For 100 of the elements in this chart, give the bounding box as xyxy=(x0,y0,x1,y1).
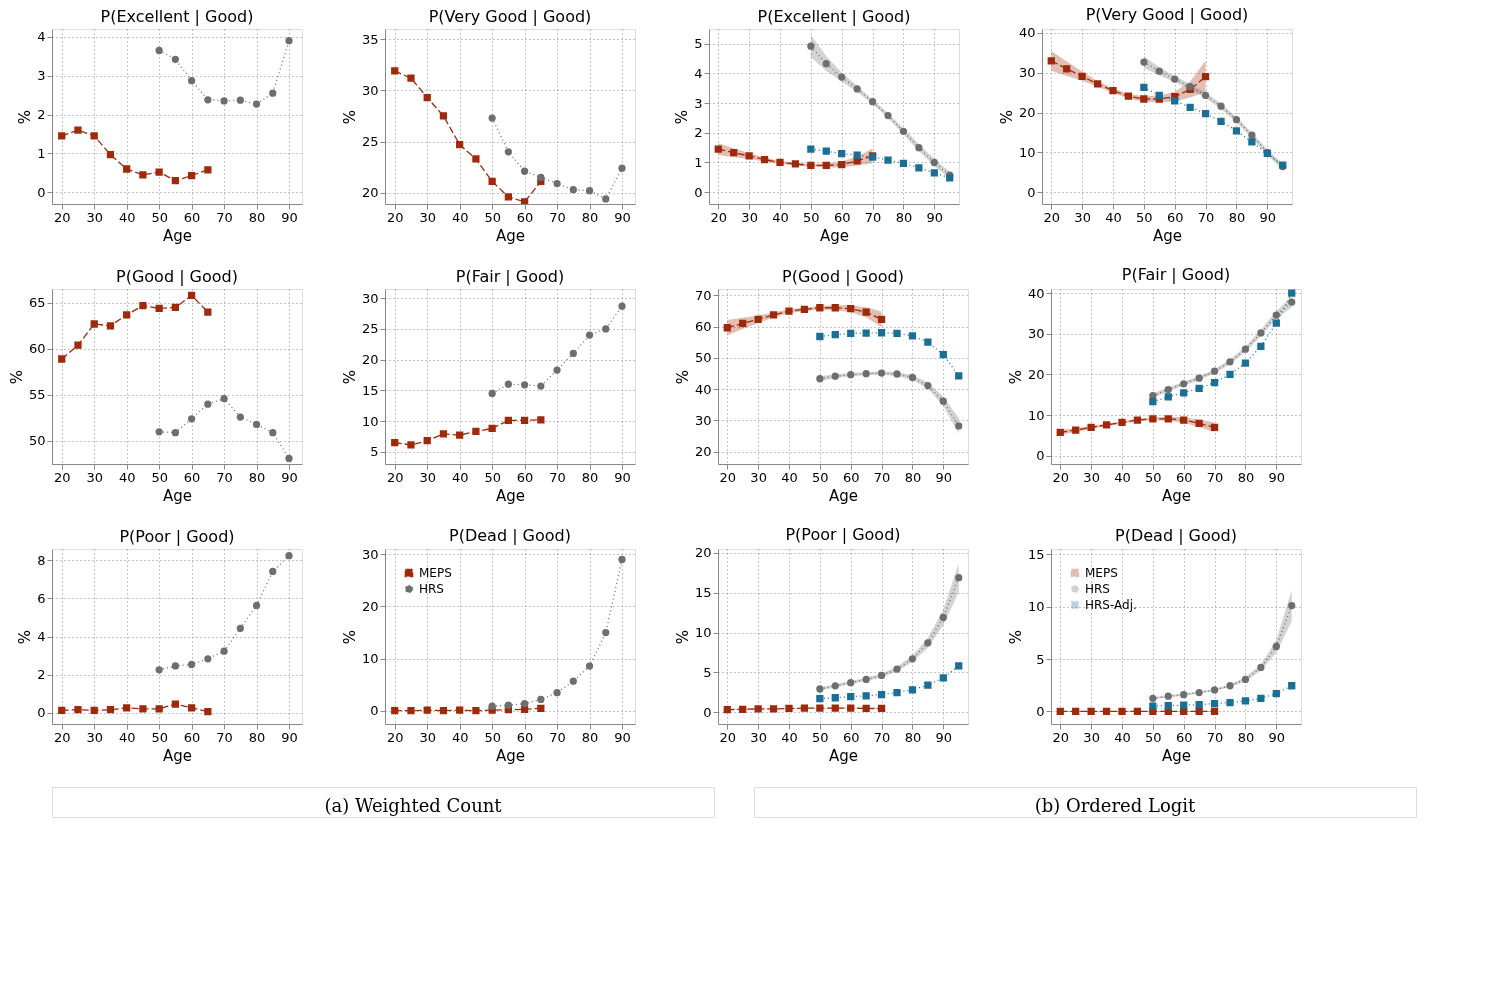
y-tick-label: 20 xyxy=(1018,105,1036,121)
y-tick-label: 30 xyxy=(1018,65,1036,81)
y-tick-label: 4 xyxy=(694,65,703,81)
x-tick-label: 90 xyxy=(614,469,631,485)
x-tick-label: 60 xyxy=(842,469,860,485)
x-tick-label: 30 xyxy=(1074,209,1091,225)
y-tick-label: 50 xyxy=(694,350,712,366)
y-tick-label: 3 xyxy=(37,68,46,84)
y-tick-label: 15 xyxy=(1027,546,1045,562)
x-axis-title: Age xyxy=(495,746,526,765)
y-axis-title: % xyxy=(16,629,35,645)
y-tick-label: 0 xyxy=(1027,184,1036,200)
y-tick-label: 6 xyxy=(37,590,46,606)
x-axis-title: Age xyxy=(162,746,193,765)
y-tick-label: 30 xyxy=(361,290,379,306)
x-tick-label: 50 xyxy=(484,469,501,485)
x-tick-label: 60 xyxy=(842,729,860,745)
x-tick-label: 20 xyxy=(53,729,71,745)
x-axis-title: Age xyxy=(162,486,193,505)
y-axis-title: % xyxy=(1006,369,1025,385)
x-tick-label: 30 xyxy=(86,469,103,485)
x-tick-label: 20 xyxy=(53,469,71,485)
x-tick-label: 70 xyxy=(1206,729,1224,745)
y-axis-title: % xyxy=(673,109,692,125)
x-tick-label: 80 xyxy=(1237,469,1255,485)
x-axis-title: Age xyxy=(1152,226,1183,245)
chart-title: P(Poor | Good) xyxy=(119,527,235,546)
x-tick-label: 50 xyxy=(1136,209,1153,225)
x-tick-label: 30 xyxy=(750,469,767,485)
y-axis-title: % xyxy=(7,369,26,385)
x-tick-label: 20 xyxy=(386,469,404,485)
legend-label: MEPS xyxy=(1085,566,1118,580)
y-tick-label: 30 xyxy=(361,546,379,562)
text: (a) Weighted Count xyxy=(324,795,503,816)
y-tick-label: 5 xyxy=(703,664,712,680)
x-tick-label: 30 xyxy=(86,729,103,745)
y-tick-label: 5 xyxy=(694,36,703,52)
y-axis-title: % xyxy=(673,369,692,385)
y-tick-label: 65 xyxy=(28,295,46,311)
x-tick-label: 50 xyxy=(484,209,501,225)
x-tick-label: 40 xyxy=(451,469,469,485)
x-tick-label: 30 xyxy=(419,729,436,745)
y-tick-label: 35 xyxy=(361,31,379,47)
x-tick-label: 40 xyxy=(451,209,469,225)
x-tick-label: 80 xyxy=(904,469,922,485)
y-tick-label: 10 xyxy=(1027,599,1045,615)
legend-label: MEPS xyxy=(419,566,452,580)
y-tick-label: 70 xyxy=(694,287,712,303)
x-axis-title: Age xyxy=(819,226,850,245)
y-tick-label: 0 xyxy=(37,184,46,200)
y-tick-label: 20 xyxy=(361,185,379,201)
chart-title: P(Fair | Good) xyxy=(1121,265,1231,285)
x-tick-label: 90 xyxy=(281,469,298,485)
x-tick-label: 30 xyxy=(750,729,767,745)
x-tick-label: 70 xyxy=(216,729,233,745)
x-tick-label: 70 xyxy=(1197,209,1215,225)
x-tick-label: 90 xyxy=(935,469,953,485)
x-tick-label: 80 xyxy=(1228,209,1246,225)
y-axis-title: % xyxy=(340,109,359,125)
y-tick-label: 10 xyxy=(361,651,379,667)
x-tick-label: 50 xyxy=(803,209,820,225)
x-axis-title: Age xyxy=(162,226,193,245)
x-tick-label: 20 xyxy=(1052,469,1070,485)
x-tick-label: 40 xyxy=(1114,729,1131,745)
y-tick-label: 20 xyxy=(694,444,712,459)
x-tick-label: 50 xyxy=(812,729,829,745)
y-tick-label: 1 xyxy=(37,145,46,161)
x-tick-label: 70 xyxy=(873,469,891,485)
x-tick-label: 50 xyxy=(812,469,829,485)
x-tick-label: 60 xyxy=(516,729,534,745)
chart-title: P(Fair | Good) xyxy=(455,267,565,286)
y-axis-title: % xyxy=(673,629,692,645)
chart-title: P(Excellent | Good) xyxy=(757,7,911,26)
y-tick-label: 50 xyxy=(28,433,46,449)
x-tick-label: 40 xyxy=(781,729,798,745)
y-tick-label: 0 xyxy=(694,184,703,200)
x-tick-label: 30 xyxy=(419,469,436,485)
x-axis-title: Age xyxy=(828,746,859,765)
y-tick-label: 4 xyxy=(37,629,46,644)
x-tick-label: 60 xyxy=(516,209,534,225)
y-tick-label: 8 xyxy=(37,552,46,568)
y-tick-label: 15 xyxy=(361,382,379,398)
x-tick-label: 80 xyxy=(581,209,599,225)
text: (b) Ordered Logit xyxy=(1034,795,1197,816)
x-tick-label: 80 xyxy=(581,469,599,485)
y-tick-label: 10 xyxy=(694,625,712,641)
x-axis-title: Age xyxy=(1161,746,1192,765)
x-tick-label: 60 xyxy=(183,729,201,745)
x-axis-title: Age xyxy=(828,486,859,505)
y-tick-label: 30 xyxy=(1027,326,1045,342)
y-tick-label: 2 xyxy=(37,667,46,683)
x-tick-label: 60 xyxy=(1175,729,1193,745)
y-tick-label: 20 xyxy=(361,598,379,614)
x-tick-label: 80 xyxy=(248,729,266,745)
x-tick-label: 70 xyxy=(549,469,566,485)
x-tick-label: 40 xyxy=(772,209,789,225)
x-tick-label: 30 xyxy=(86,209,103,225)
x-tick-label: 20 xyxy=(719,729,737,745)
x-tick-label: 40 xyxy=(1105,209,1122,225)
x-tick-label: 40 xyxy=(451,729,469,745)
